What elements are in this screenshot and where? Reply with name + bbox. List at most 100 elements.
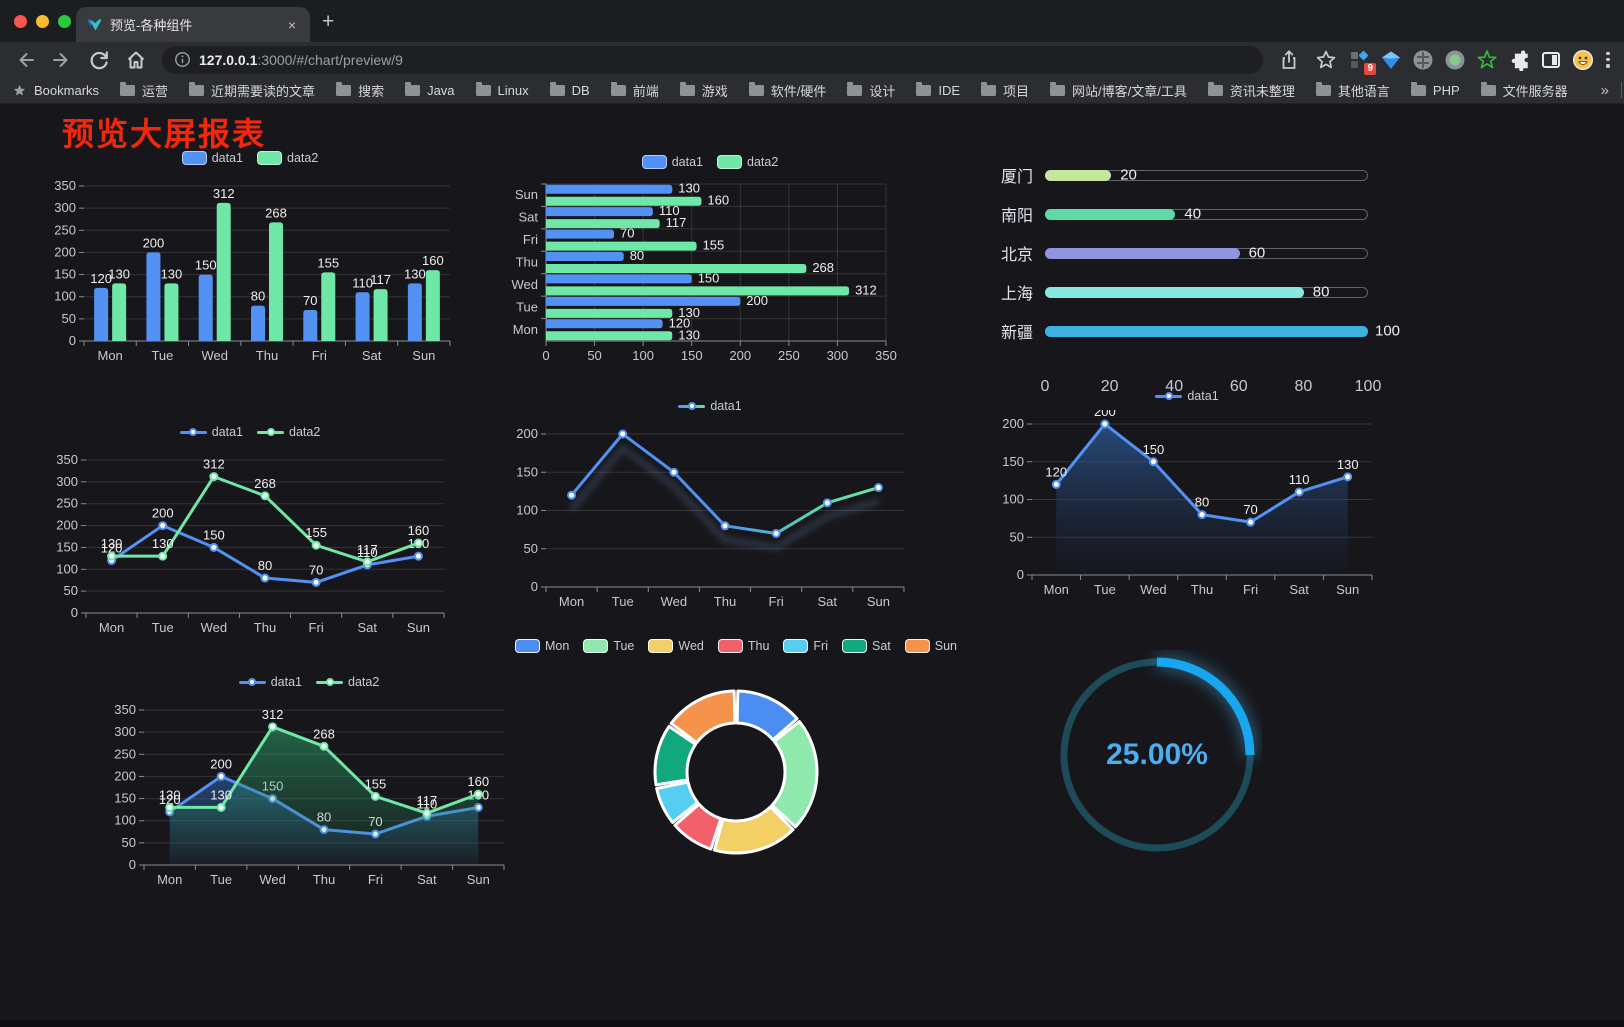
bookmark-folder[interactable]: 网站/博客/文章/工具 — [1050, 81, 1187, 100]
point-data1-Sun[interactable] — [873, 483, 883, 493]
gradient-line-chart[interactable]: data1 0 50 100 150 200 Mon Tue Wed Thu Fri Sat Sun — [500, 397, 920, 613]
legend-item-Sun[interactable]: Sun — [904, 639, 957, 653]
chart-canvas[interactable]: 0 50 100 150 200 250 300 350 Mon Tue Wed Thu Fri Sat S… — [40, 446, 460, 639]
bar-data1-Tue[interactable] — [146, 252, 161, 341]
point-data1-Wed[interactable] — [209, 542, 219, 552]
chart-canvas[interactable]: 0 50 100 150 200 Mon Tue Wed Thu Fri Sat Sun 120 200 1… — [986, 410, 1388, 601]
bookmark-folder[interactable]: Linux — [475, 81, 529, 98]
bar-data2-Wed[interactable] — [216, 202, 231, 341]
legend-item-data2[interactable]: data2 — [257, 425, 320, 439]
pie-slice-Mon[interactable] — [735, 689, 799, 742]
point-data2-Mon[interactable] — [165, 802, 175, 812]
point-data1-Sat[interactable] — [1294, 487, 1304, 497]
devtools-grid-extension-icon[interactable]: 9 — [1348, 49, 1376, 75]
legend-item-data1[interactable]: data1 — [678, 399, 742, 413]
bookmark-folder[interactable]: DB — [549, 81, 590, 98]
legend-item-Fri[interactable]: Fri — [783, 639, 828, 653]
hbar-data2-Wed[interactable] — [546, 286, 850, 296]
point-data1-Fri[interactable] — [771, 528, 781, 538]
progress-track[interactable]: 20 — [1045, 167, 1368, 184]
bookmark-folder[interactable]: PHP — [1410, 81, 1460, 98]
hbar-data2-Sat[interactable] — [546, 219, 660, 229]
hbar-data2-Thu[interactable] — [546, 264, 807, 273]
vue-devtools-extension-icon[interactable] — [1380, 49, 1402, 71]
bar-data1-Mon[interactable] — [94, 287, 109, 341]
point-data1-Tue[interactable] — [216, 771, 226, 781]
share-icon[interactable] — [1277, 48, 1301, 72]
progress-track[interactable]: 80 — [1045, 284, 1368, 301]
legend-item-Sat[interactable]: Sat — [842, 639, 891, 653]
close-window-button[interactable] — [14, 15, 27, 28]
point-data2-Sat[interactable] — [422, 808, 432, 818]
point-data1-Sun[interactable] — [413, 551, 423, 561]
fullscreen-window-button[interactable] — [58, 15, 71, 28]
point-data2-Sat[interactable] — [362, 557, 372, 567]
point-data1-Thu[interactable] — [260, 573, 270, 583]
point-data2-Thu[interactable] — [319, 741, 329, 751]
bookmark-folder[interactable]: IDE — [916, 81, 960, 98]
bookmark-folder[interactable]: 前端 — [610, 81, 659, 100]
minimize-window-button[interactable] — [36, 15, 49, 28]
legend-item-Thu[interactable]: Thu — [717, 639, 769, 653]
bookmark-folder[interactable]: 近期需要读的文章 — [189, 81, 315, 100]
grouped-bar-chart[interactable]: data1 data2 0 50 100 150 200 250 300 350 Mon Tue Wed… — [38, 149, 462, 367]
legend-item-Tue[interactable]: Tue — [583, 639, 634, 653]
grey-circle-extension-icon[interactable] — [1412, 49, 1434, 71]
legend-item-data1[interactable]: data1 — [181, 151, 243, 165]
hbar-data1-Wed[interactable] — [546, 274, 692, 284]
area-line-chart[interactable]: data1 0 50 100 150 200 Mon Tue Wed Thu Fri Sat Sun 12… — [986, 387, 1388, 601]
bar-data1-Wed[interactable] — [198, 274, 213, 341]
bar-data1-Thu[interactable] — [251, 305, 265, 341]
progress-bars-chart[interactable]: 厦门 20 南阳 40 北京 60 上海 80 新疆 100 0 20 40 60 80 100 — [993, 159, 1400, 396]
bar-data2-Thu[interactable] — [269, 222, 283, 341]
point-data2-Mon[interactable] — [107, 551, 117, 561]
point-data1-Fri[interactable] — [1246, 517, 1256, 527]
legend-item-data1[interactable]: data1 — [179, 425, 243, 439]
hbar-data1-Fri[interactable] — [546, 229, 614, 239]
hbar-data1-Mon[interactable] — [546, 319, 663, 329]
emoji-extension-icon[interactable] — [1572, 49, 1594, 71]
site-info-icon[interactable] — [174, 51, 191, 68]
legend-item-Wed[interactable]: Wed — [648, 639, 704, 653]
hbar-data1-Tue[interactable] — [546, 296, 741, 306]
two-series-line-chart[interactable]: data1 data2 0 50 100 150 200 250 300 350 Mon Tue Wed… — [40, 423, 460, 639]
bar-data1-Sat[interactable] — [355, 292, 370, 341]
legend-item-data1[interactable]: data1 — [1155, 389, 1219, 403]
hbar-data1-Thu[interactable] — [546, 252, 624, 261]
hbar-data2-Fri[interactable] — [546, 241, 697, 251]
legend-item-data1[interactable]: data1 — [238, 675, 302, 689]
bar-data2-Sun[interactable] — [425, 270, 440, 341]
tab-close-icon[interactable]: × — [287, 16, 296, 33]
progress-track[interactable]: 60 — [1045, 245, 1368, 262]
home-icon[interactable] — [124, 48, 148, 72]
chart-canvas[interactable]: 0 50 100 150 200 Mon Tue Wed Thu Fri Sat Sun — [500, 420, 920, 613]
legend-item-Mon[interactable]: Mon — [514, 639, 569, 653]
bookmark-folder[interactable]: 资讯未整理 — [1207, 81, 1295, 100]
chrome-menu-icon[interactable] — [1606, 51, 1610, 68]
bookmark-folder[interactable]: 其他语言 — [1315, 81, 1390, 100]
horizontal-bar-chart[interactable]: data1 data2 0 50 100 150 200 250 300 350 Mon 120 130… — [500, 153, 920, 367]
point-data1-Fri[interactable] — [311, 577, 321, 587]
pie-slice-Sun[interactable] — [669, 689, 737, 745]
bookmark-folder[interactable]: 搜索 — [336, 81, 384, 100]
legend-item-data1[interactable]: data1 — [641, 155, 703, 169]
point-data1-Thu[interactable] — [720, 521, 730, 531]
hbar-data2-Tue[interactable] — [546, 308, 673, 318]
point-data2-Sun[interactable] — [413, 538, 423, 548]
pie-slice-Tue[interactable] — [770, 720, 819, 829]
progress-track[interactable]: 100 — [1045, 323, 1400, 340]
bookmark-folder[interactable]: 文件服务器 — [1480, 81, 1568, 100]
point-data1-Wed[interactable] — [1148, 457, 1158, 467]
point-data2-Thu[interactable] — [260, 491, 270, 501]
bookmark-folder[interactable]: 设计 — [847, 81, 895, 100]
pie-slice-Thu[interactable] — [673, 802, 723, 851]
pie-slice-Fri[interactable] — [655, 780, 700, 824]
point-data1-Wed[interactable] — [669, 467, 679, 477]
chart-canvas[interactable]: 0 50 100 150 200 250 300 350 Mon Tue Wed Thu Fri Sat S… — [38, 172, 462, 367]
hbar-data2-Mon[interactable] — [546, 331, 673, 341]
bookmark-folder[interactable]: 运营 — [120, 81, 168, 100]
bookmarks-overflow-button[interactable]: » — [1600, 81, 1610, 99]
two-series-area-chart[interactable]: data1 data2 0 50 100 150 200 250 300 350 Mon Tue Wed… — [98, 673, 520, 891]
bookmark-folder[interactable]: 游戏 — [679, 81, 728, 100]
